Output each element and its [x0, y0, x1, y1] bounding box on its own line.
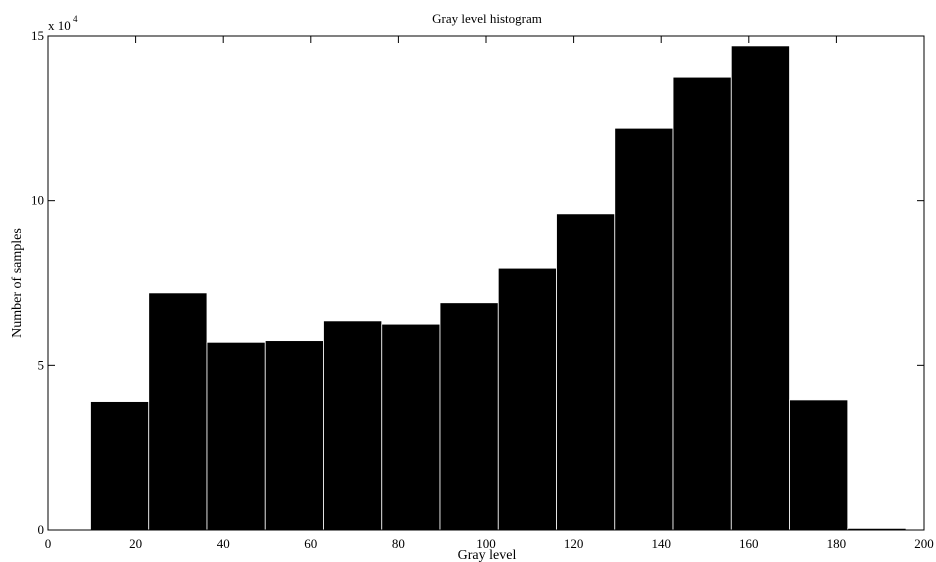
chart-title: Gray level histogram	[432, 11, 542, 26]
y-multiplier: x 10 4	[48, 14, 78, 33]
histogram-bar	[148, 292, 208, 531]
y-tick-label: 15	[31, 28, 44, 43]
x-tick-label: 140	[651, 536, 671, 551]
histogram-bar	[672, 76, 732, 531]
bars-group	[90, 45, 907, 531]
histogram-bar	[264, 340, 324, 531]
x-tick-label: 60	[304, 536, 317, 551]
x-tick-label: 0	[45, 536, 52, 551]
histogram-bar	[90, 401, 150, 531]
x-tick-label: 100	[476, 536, 496, 551]
histogram-bar	[789, 399, 849, 531]
histogram-bar	[497, 267, 557, 531]
x-tick-label: 180	[827, 536, 847, 551]
x-tick-label: 20	[129, 536, 142, 551]
x-tick-label: 40	[217, 536, 230, 551]
x-axis-label: Gray level	[458, 548, 517, 562]
x-tick-label: 80	[392, 536, 405, 551]
y-tick-label: 10	[31, 193, 44, 208]
y-multiplier-exponent: 4	[73, 14, 78, 24]
y-multiplier-label: x 10	[48, 18, 71, 33]
histogram-bar	[323, 320, 383, 531]
histogram-bar	[381, 323, 441, 531]
x-tick-label: 120	[564, 536, 584, 551]
x-tick-label: 160	[739, 536, 759, 551]
x-tick-label: 200	[914, 536, 934, 551]
y-tick-label: 5	[38, 357, 45, 372]
y-axis-label: Number of samples	[10, 228, 25, 338]
histogram-bar	[206, 341, 266, 531]
histogram-bar	[439, 302, 499, 531]
y-tick-label: 0	[38, 522, 45, 537]
histogram-bar	[614, 127, 674, 531]
histogram-bar	[730, 45, 790, 531]
ticks-group: 0 20 40 60 80 100 120 140 160 180 200 0 5 10 15	[31, 28, 934, 551]
histogram-bar	[556, 213, 616, 531]
